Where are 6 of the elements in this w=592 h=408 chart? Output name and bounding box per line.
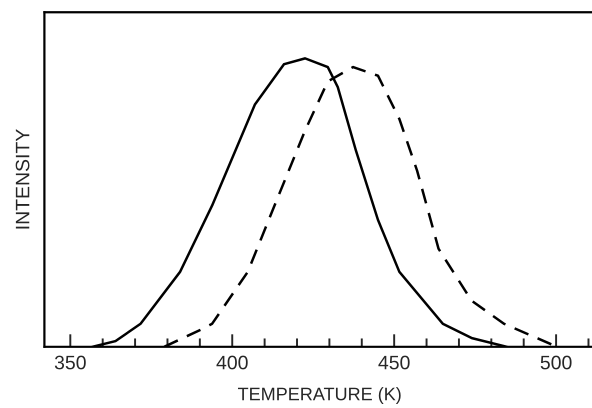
x-tick-label: 400 xyxy=(216,356,248,370)
x-axis-title: TEMPERATURE (K) xyxy=(238,387,401,404)
x-tick-label: 500 xyxy=(540,356,572,370)
x-tick-label: 350 xyxy=(54,356,86,370)
x-tick-label: 450 xyxy=(378,356,410,370)
y-axis-title: INTENSITY xyxy=(16,129,30,228)
